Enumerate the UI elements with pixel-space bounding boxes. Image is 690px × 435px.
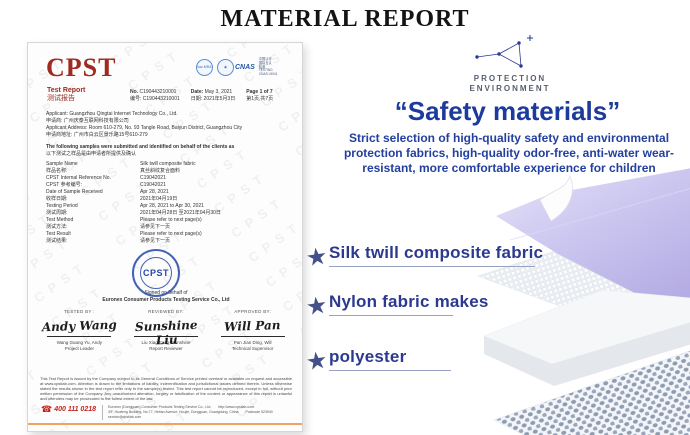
star-icon: ★ bbox=[304, 291, 330, 322]
report-disclaimer: This Test Report is issued by the Compan… bbox=[40, 376, 292, 401]
table-row: Test Result 测试结果: Please refer to next pa… bbox=[46, 231, 202, 244]
signature-will-pan: Will Pan bbox=[224, 318, 282, 334]
test-report-certificate: CPST CPST CPST CPST CPST CPST CPST CPST … bbox=[27, 42, 303, 432]
hotline: ☎ 400 111 0218 bbox=[41, 405, 96, 414]
table-row: Testing Period 测试周期: Apr 28, 2021 to Apr … bbox=[46, 203, 221, 216]
page-title: MATERIAL REPORT bbox=[220, 6, 470, 32]
footer-website: http://www.cpstlab.com bbox=[218, 405, 255, 409]
safety-materials-description: Strict selection of high-quality safety … bbox=[343, 131, 675, 175]
footer-postcode: Postcode 523940 bbox=[245, 410, 273, 414]
table-row: Sample Name 样品名称: Silk twill composite fa… bbox=[46, 161, 196, 174]
signatures-row: TESTED BY : Andy Wang Wang Guang Yu, And… bbox=[36, 309, 296, 351]
applicant-address-line: Applicant Address: Room 610-279, No. 93 … bbox=[46, 125, 243, 131]
underline bbox=[329, 370, 451, 371]
cpst-logo: CPST bbox=[46, 53, 117, 82]
sample-fields-table: Sample Name 样品名称: Silk twill composite fa… bbox=[46, 161, 290, 245]
star-icon: ★ bbox=[304, 242, 330, 273]
material-item-silk-twill: ★ Silk twill composite fabric bbox=[304, 242, 544, 273]
report-date: Date: May 3, 2021 日期: 2021年5月3日 bbox=[190, 89, 236, 102]
applicant-block: Applicant: Guangzhou Qingtai Internet Te… bbox=[46, 111, 288, 139]
report-title: Test Report 测试报告 bbox=[47, 87, 85, 103]
signature-line bbox=[47, 336, 112, 337]
fabric-layers-image bbox=[477, 168, 690, 435]
table-row: Test Method 测试方法: Please refer to next pa… bbox=[46, 217, 202, 230]
signature-andy-wang: Andy Wang bbox=[41, 317, 117, 335]
cnas-emblem-icon: ◉ bbox=[217, 58, 234, 76]
footer-email: service@cpstlab.com bbox=[108, 415, 142, 419]
ilac-mra-badge-icon: ilac-MRA bbox=[196, 58, 213, 76]
safety-materials-heading: “Safety materials” bbox=[394, 96, 621, 126]
report-meta: No. C190443210001 编号: C190443210001 Date… bbox=[130, 89, 273, 102]
approved-by-column: APPROVED BY: Will Pan Pan Jian Ding, Wil… bbox=[209, 309, 296, 351]
underline bbox=[329, 315, 453, 316]
applicant-line-cn: 申请商: 广州庆泰互联网科技有限公司 bbox=[46, 118, 129, 124]
material-item-nylon: ★ Nylon fabric makes bbox=[304, 291, 489, 322]
report-title-en: Test Report bbox=[47, 87, 86, 94]
applicant-address-line-cn: 申请商地址: 广州市白云区景乐路15号610-279 bbox=[46, 132, 148, 138]
protection-environment-label: PROTECTION ENVIRONMENT bbox=[469, 74, 551, 93]
material-item-polyester: ★ polyester bbox=[304, 347, 451, 376]
report-number: No. C190443210001 编号: C190443210001 bbox=[130, 89, 180, 102]
cpst-stamp-icon: CPST bbox=[132, 249, 180, 297]
footer-company: Euronex (Dongguan) Consumer Products Tes… bbox=[108, 405, 212, 409]
star-icon: ★ bbox=[304, 346, 330, 377]
hotline-number: 400 111 0218 bbox=[54, 406, 96, 413]
table-row: Date of Sample Received 收样日期: Apr 28, 202… bbox=[46, 189, 178, 202]
footer-address: 3/F, Huafeng Building, No.77, Hetian Ave… bbox=[108, 410, 239, 414]
report-page-count: Page 1 of 7 第1页,共7页 bbox=[246, 89, 274, 102]
report-title-cn: 测试报告 bbox=[47, 95, 75, 102]
constellation-icon bbox=[475, 35, 533, 68]
reviewed-by-column: REVIEWED BY: Sunshine Liu Liu Xiao Fang,… bbox=[123, 309, 210, 351]
footer-contact-block: Euronex (Dongguan) Consumer Products Tes… bbox=[102, 405, 293, 420]
applicant-line: Applicant: Guangzhou Qingtai Internet Te… bbox=[46, 111, 178, 117]
tested-by-column: TESTED BY : Andy Wang Wang Guang Yu, And… bbox=[36, 309, 123, 351]
table-row: CPST Internal Reference No. CPST 参考编号: C1… bbox=[46, 175, 166, 188]
underline bbox=[329, 266, 535, 267]
accreditation-text: 中国认可 国际互认 检测 TESTING CNAS L5041 bbox=[258, 57, 278, 77]
footer-divider bbox=[28, 423, 302, 425]
cnas-badge-icon: ◉ CNAS bbox=[217, 58, 255, 76]
plus-icon bbox=[527, 35, 533, 41]
certificate-footer: ☎ 400 111 0218 Euronex (Dongguan) Consum… bbox=[41, 405, 293, 420]
accreditation-badges: ilac-MRA ◉ CNAS 中国认可 国际互认 检测 TESTING CNA… bbox=[196, 57, 278, 77]
signature-line bbox=[134, 336, 198, 337]
signature-line bbox=[220, 336, 285, 337]
samples-intro: The following samples were submitted and… bbox=[46, 144, 235, 157]
signature-sunshine-liu: Sunshine Liu bbox=[134, 317, 198, 348]
phone-icon: ☎ bbox=[41, 404, 53, 414]
